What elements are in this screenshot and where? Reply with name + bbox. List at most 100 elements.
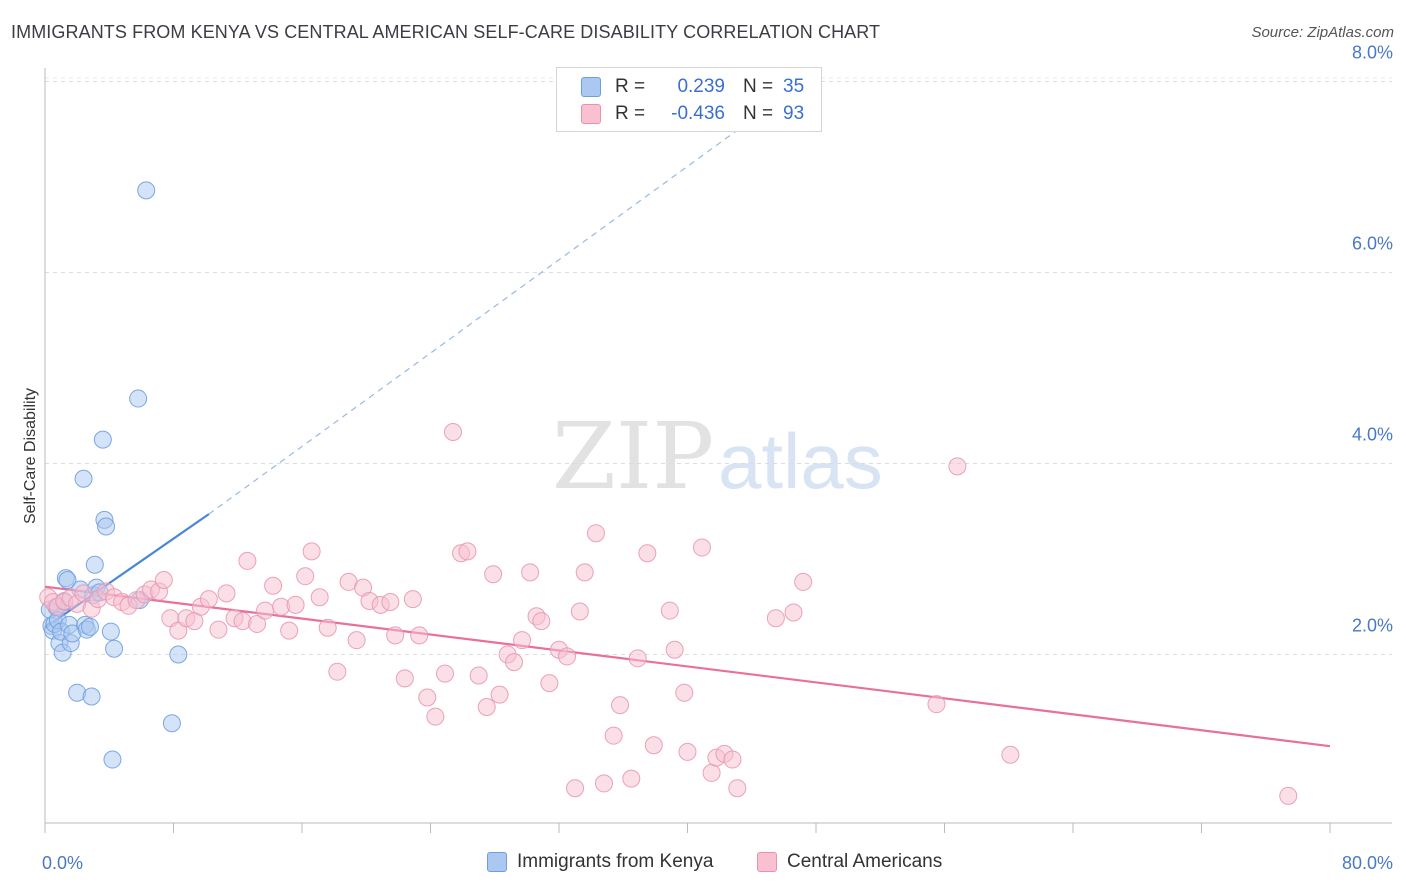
point-central-americans [286,595,305,614]
point-central-americans [1279,786,1298,805]
bottom-legend-label-central-americans: Central Americans [787,851,943,872]
point-central-americans [628,649,647,668]
point-central-americans [426,707,445,726]
bottom-legend-label-kenya: Immigrants from Kenya [517,851,714,872]
point-kenya [101,622,120,641]
bottom-legend-central-americans: Central Americans [757,851,942,873]
point-central-americans [513,631,532,650]
point-central-americans [469,666,488,685]
point-central-americans [386,626,405,645]
legend-row-central-americans: R = -0.436 N = 93 [581,102,804,126]
point-central-americans [410,626,429,645]
point-kenya [129,389,148,408]
legend-row-kenya: R = 0.239 N = 35 [581,75,804,99]
point-central-americans [638,544,657,563]
legend-n-value-kenya: 35 [783,76,805,97]
point-central-americans [310,588,329,607]
legend-r-label: R = [615,103,646,124]
point-central-americans [484,565,503,584]
point-central-americans [594,774,613,793]
point-kenya [82,687,101,706]
point-kenya [85,555,104,574]
point-central-americans [927,695,946,714]
point-central-americans [264,576,283,595]
point-central-americans [794,572,813,591]
point-kenya [162,714,181,733]
point-kenya [80,617,99,636]
point-central-americans [558,647,577,666]
point-central-americans [217,584,236,603]
y-axis-label: Self-Care Disability [22,388,39,524]
point-kenya [105,639,124,658]
legend-r-value-kenya: 0.239 [677,76,725,97]
point-central-americans [403,590,422,609]
point-central-americans [660,601,679,620]
x-tick-label-max: 80.0% [1342,853,1393,873]
legend-r-value-central-americans: -0.436 [671,103,725,124]
legend: R = 0.239 N = 35 R = -0.436 N = 93 [556,67,822,132]
point-central-americans [154,571,173,590]
legend-n-label: N = [743,76,774,97]
point-central-americans [702,763,721,782]
point-central-americans [611,696,630,715]
y-tick-label: 4.0% [1352,425,1393,445]
legend-r-label: R = [615,76,646,97]
point-central-americans [665,640,684,659]
point-central-americans [395,669,414,688]
point-kenya [74,469,93,488]
point-central-americans [256,601,275,620]
point-central-americans [766,609,785,628]
point-central-americans [418,688,437,707]
legend-n-label: N = [743,103,774,124]
point-central-americans [675,683,694,702]
legend-swatch-kenya [581,77,601,97]
point-central-americans [199,590,218,609]
x-tick-label-min: 0.0% [42,853,83,873]
watermark: ZIP atlas [552,403,883,510]
point-central-americans [477,698,496,717]
watermark-zip: ZIP [552,403,714,510]
point-central-americans [540,674,559,693]
point-central-americans [532,612,551,631]
point-central-americans [728,779,747,798]
bottom-legend-kenya: Immigrants from Kenya [487,851,713,873]
point-central-americans [435,664,454,683]
point-central-americans [302,542,321,561]
point-kenya [93,430,112,449]
point-central-americans [238,551,257,570]
y-tick-label: 6.0% [1352,234,1393,254]
y-tick-label: 8.0% [1352,43,1393,63]
point-central-americans [604,726,623,745]
point-central-americans [347,631,366,650]
y-tick-label: 2.0% [1352,616,1393,636]
point-central-americans [209,620,228,639]
point-central-americans [248,614,267,633]
point-central-americans [948,457,967,476]
point-kenya [58,571,77,590]
point-central-americans [443,422,462,441]
watermark-atlas: atlas [718,417,883,505]
point-central-americans [644,736,663,755]
point-central-americans [381,592,400,611]
chart-title: IMMIGRANTS FROM KENYA VS CENTRAL AMERICA… [11,22,881,42]
point-kenya [137,181,156,200]
point-central-americans [586,524,605,543]
bottom-legend-swatch-kenya [487,852,507,872]
point-central-americans [318,618,337,637]
point-central-americans [723,750,742,769]
trend-line-kenya-extension [208,119,753,515]
point-central-americans [1001,745,1020,764]
point-central-americans [570,602,589,621]
legend-swatch-central-americans [581,104,601,124]
point-central-americans [296,567,315,586]
point-kenya [169,645,188,664]
point-kenya [97,517,116,536]
point-central-americans [692,538,711,557]
source-credit: Source: ZipAtlas.com [1251,24,1394,41]
legend-n-value-central-americans: 93 [783,103,805,124]
point-central-americans [521,563,540,582]
point-central-americans [458,542,477,561]
point-central-americans [490,685,509,704]
point-central-americans [678,742,697,761]
bottom-legend-swatch-central-americans [757,852,777,872]
